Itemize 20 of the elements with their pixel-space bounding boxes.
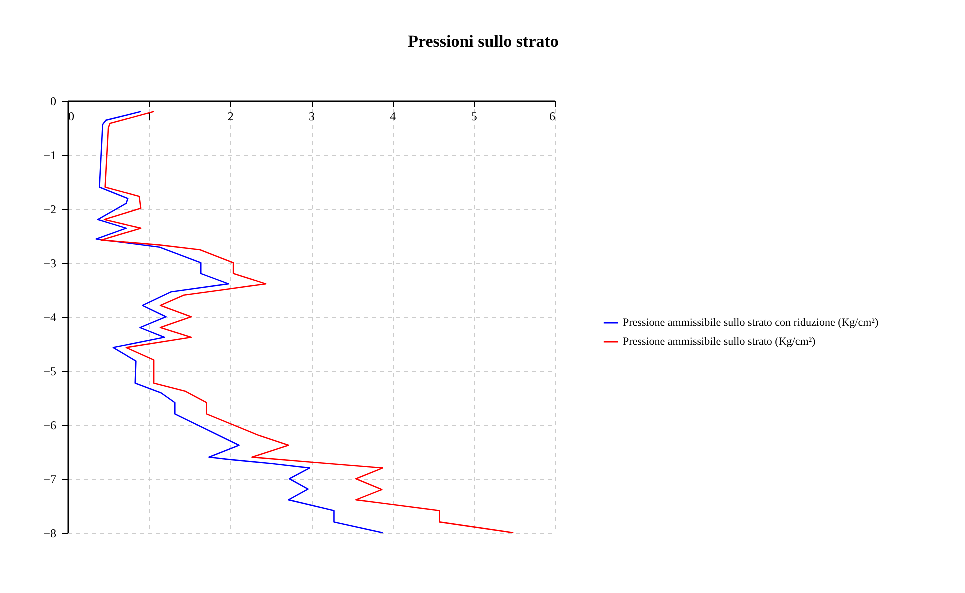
y-tick-label: −2 — [44, 202, 56, 216]
x-tick-label: 5 — [471, 110, 478, 124]
x-tick-label: 3 — [309, 110, 315, 124]
x-tick-label: 4 — [390, 110, 396, 124]
chart-title: Pressioni sullo strato — [408, 32, 559, 51]
x-tick-label: 2 — [228, 110, 234, 124]
y-tick-label: −3 — [44, 256, 56, 270]
line-series — [96, 111, 384, 534]
y-tick-label: −7 — [44, 472, 56, 486]
y-tick-label: −8 — [44, 526, 56, 540]
y-tick-label: −6 — [44, 418, 56, 432]
legend-label: Pressione ammissibile sullo strato (Kg/cm²) — [623, 336, 816, 348]
line-series — [100, 111, 514, 534]
x-tick-label: 0 — [68, 110, 74, 124]
x-tick-label: 6 — [550, 110, 556, 124]
y-tick-label: −4 — [44, 310, 56, 324]
legend-label: Pressione ammissibile sullo strato con riduzione (Kg/cm²) — [623, 317, 879, 329]
y-tick-label: 0 — [50, 94, 56, 108]
y-tick-label: −1 — [44, 148, 56, 162]
y-tick-label: −5 — [44, 364, 56, 378]
